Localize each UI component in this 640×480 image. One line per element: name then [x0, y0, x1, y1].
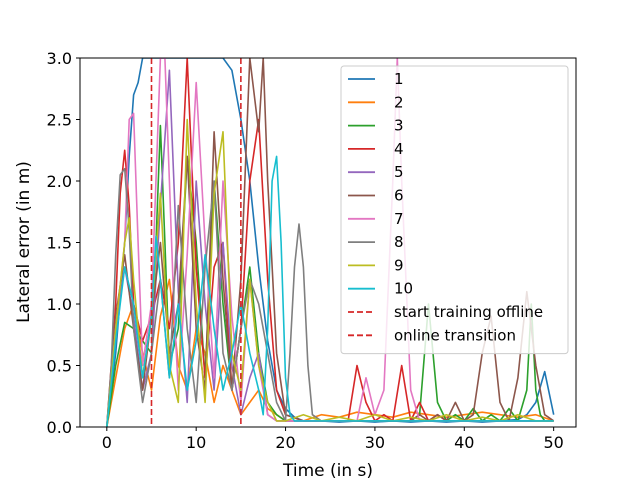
- y-tick-label: 2.0: [47, 172, 72, 191]
- legend: 1 2 3 4 5 6 7 8 9 10 start training offline online …: [340, 65, 569, 355]
- legend-box: [340, 65, 569, 355]
- legend-label: 4: [394, 140, 404, 158]
- x-axis-label: Time (in s): [282, 461, 373, 480]
- series-line-2: [106, 278, 554, 427]
- y-tick-label: 2.5: [47, 111, 72, 130]
- y-tick-label: 3.0: [47, 49, 72, 68]
- legend-label: online transition: [394, 326, 516, 344]
- x-tick-label: 30: [365, 433, 385, 452]
- legend-label: 9: [394, 256, 404, 274]
- legend-label: 1: [394, 70, 404, 88]
- legend-label: 2: [394, 93, 404, 111]
- y-axis-label: Lateral error (in m): [14, 161, 34, 323]
- legend-label: 7: [394, 210, 404, 228]
- y-tick-label: 0.5: [47, 357, 72, 376]
- x-tick-label: 10: [186, 433, 206, 452]
- y-axis-ticks: 0.0 0.5 1.0 1.5 2.0 2.5 3.0: [47, 49, 80, 437]
- x-tick-label: 20: [275, 433, 295, 452]
- series-line-10: [106, 155, 554, 427]
- x-tick-label: 0: [102, 433, 112, 452]
- y-tick-label: 1.5: [47, 234, 72, 253]
- x-tick-label: 50: [543, 433, 563, 452]
- legend-label: start training offline: [394, 303, 543, 321]
- x-axis-ticks: 0 10 20 30 40 50: [102, 427, 564, 452]
- legend-label: 6: [394, 187, 404, 205]
- y-tick-label: 0.0: [47, 418, 72, 437]
- legend-label: 3: [394, 117, 404, 135]
- legend-label: 10: [394, 280, 413, 298]
- legend-label: 8: [394, 233, 404, 251]
- legend-label: 5: [394, 163, 404, 181]
- vline-layer: [150, 58, 242, 427]
- x-tick-label: 40: [454, 433, 474, 452]
- y-tick-label: 1.0: [47, 295, 72, 314]
